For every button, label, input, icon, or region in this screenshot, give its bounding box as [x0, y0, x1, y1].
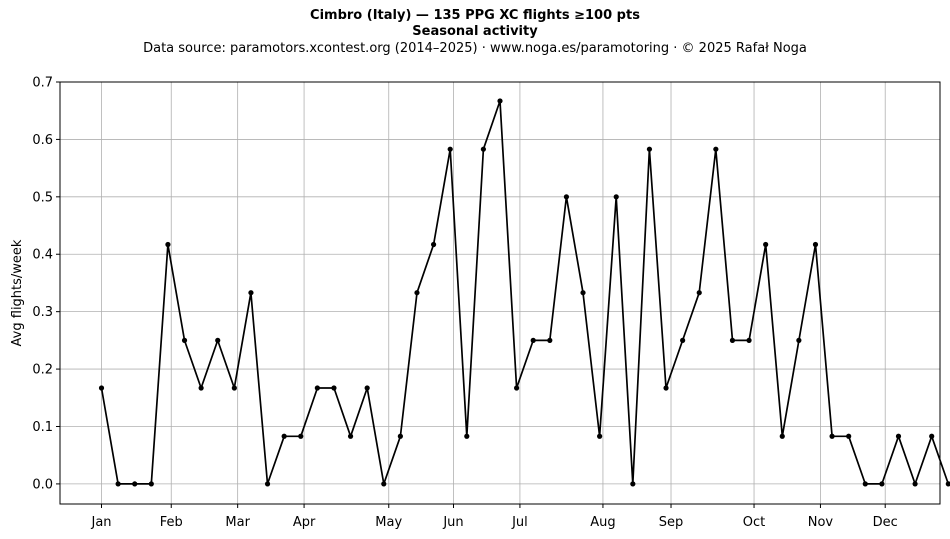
- data-point: [447, 146, 453, 152]
- data-point: [381, 481, 387, 487]
- data-point: [132, 481, 138, 487]
- y-tick-label: 0.1: [32, 420, 53, 435]
- data-point: [314, 385, 320, 391]
- x-tick-label: Jan: [90, 515, 111, 530]
- data-point: [580, 290, 586, 296]
- data-point: [597, 433, 603, 439]
- data-point: [331, 385, 337, 391]
- x-tick-label: Mar: [225, 515, 250, 530]
- data-point: [696, 290, 702, 296]
- data-point: [812, 241, 819, 248]
- data-point: [729, 337, 736, 343]
- data-point: [879, 481, 885, 487]
- data-point: [713, 146, 719, 152]
- data-point: [298, 433, 304, 439]
- data-point: [779, 433, 785, 439]
- data-point: [497, 98, 503, 104]
- data-point: [248, 290, 254, 296]
- x-tick-label: Dec: [873, 515, 898, 530]
- data-point: [281, 433, 287, 439]
- x-tick-label: Apr: [293, 515, 316, 530]
- data-point: [231, 385, 237, 391]
- data-point: [763, 241, 769, 248]
- grid-lines: [60, 81, 940, 504]
- data-point: [215, 337, 221, 343]
- data-point: [530, 337, 536, 343]
- data-point: [414, 290, 420, 296]
- series-layer: [98, 98, 950, 487]
- y-tick-label: 0.3: [32, 305, 53, 320]
- data-point: [148, 481, 154, 487]
- y-tick-label: 0.7: [32, 76, 53, 91]
- data-point: [613, 194, 619, 200]
- x-tick-label: Jun: [442, 515, 463, 530]
- x-tick-label: Sep: [659, 515, 684, 530]
- y-tick-label: 0.0: [32, 477, 53, 492]
- tick-layer: 0.0 0.1 0.2 0.3 0.4 0.5 0.6 0.7 Jan Feb Mar Apr May J…: [32, 76, 897, 531]
- data-point: [165, 241, 171, 248]
- data-point: [829, 433, 835, 439]
- data-point: [181, 337, 188, 343]
- data-point: [663, 385, 669, 391]
- data-point: [547, 337, 553, 343]
- data-point: [945, 481, 950, 487]
- chart-source: Data source: paramotors.xcontest.org (20…: [143, 41, 807, 56]
- data-point: [646, 146, 653, 152]
- x-tick-label: Nov: [808, 515, 834, 530]
- y-tick-label: 0.6: [32, 133, 53, 148]
- data-point: [912, 481, 918, 487]
- data-point: [480, 146, 486, 152]
- data-point: [514, 385, 520, 391]
- data-point: [464, 433, 470, 439]
- data-point: [98, 385, 105, 391]
- data-point: [364, 385, 370, 391]
- y-tick-label: 0.4: [32, 248, 53, 263]
- y-tick-label: 0.5: [32, 190, 53, 205]
- data-point: [397, 433, 403, 439]
- data-point: [264, 481, 271, 487]
- data-point: [895, 433, 902, 439]
- data-point: [630, 481, 636, 487]
- chart-title: Cimbro (Italy) — 135 PPG XC flights ≥100…: [310, 8, 640, 23]
- data-point: [746, 337, 752, 343]
- data-point: [862, 481, 868, 487]
- data-point: [680, 337, 686, 343]
- x-tick-label: Jul: [511, 515, 528, 530]
- data-point: [563, 194, 570, 200]
- data-point: [347, 433, 354, 439]
- x-tick-label: Oct: [743, 515, 765, 530]
- chart-subtitle: Seasonal activity: [412, 24, 538, 39]
- y-tick-label: 0.2: [32, 363, 53, 378]
- data-point: [796, 337, 802, 343]
- data-point: [198, 385, 204, 391]
- data-point: [430, 241, 437, 248]
- x-tick-label: Feb: [160, 515, 183, 530]
- x-tick-label: May: [375, 515, 402, 530]
- x-tick-label: Aug: [590, 515, 615, 530]
- series-line: [100, 100, 950, 485]
- plot-frame: [59, 81, 941, 505]
- data-point: [846, 433, 852, 439]
- data-point: [115, 481, 121, 487]
- title-block: Cimbro (Italy) — 135 PPG XC flights ≥100…: [0, 8, 950, 57]
- data-point: [929, 433, 935, 439]
- y-axis-label: Avg flights/week: [10, 239, 25, 346]
